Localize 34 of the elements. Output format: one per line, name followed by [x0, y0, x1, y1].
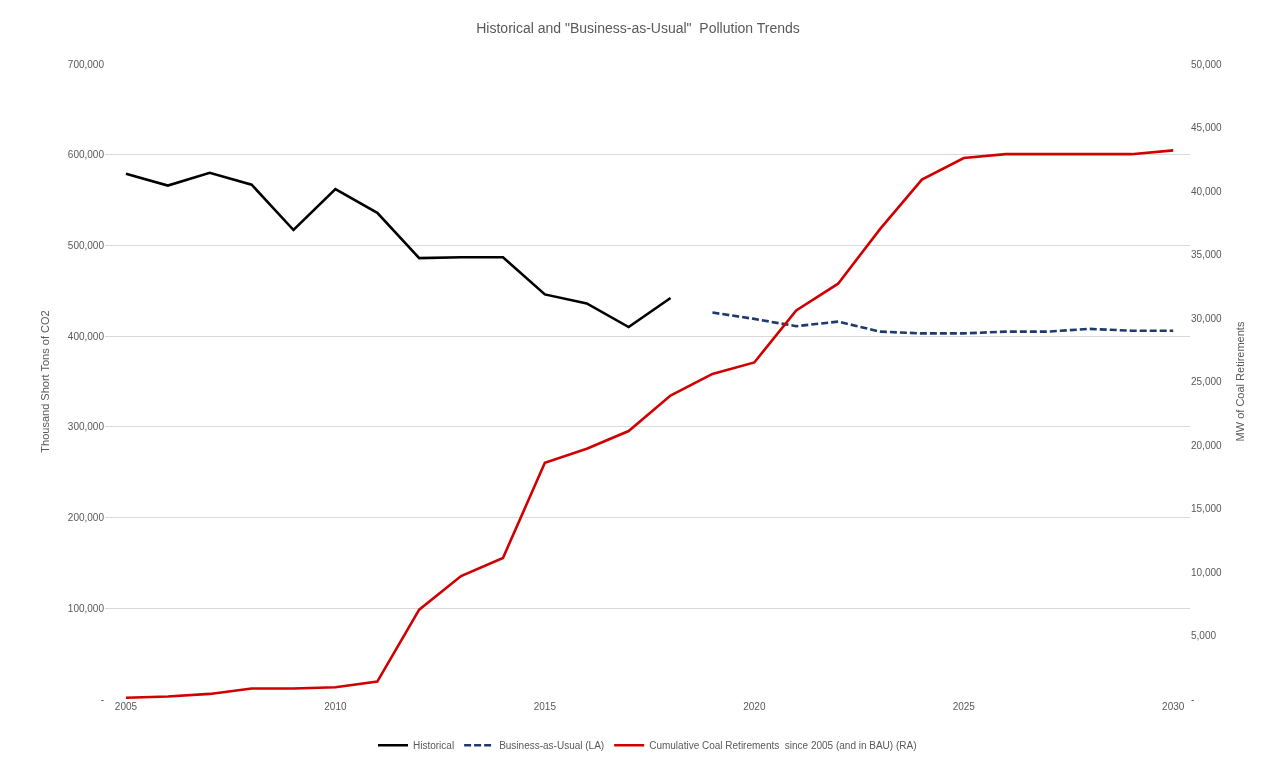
y-tick-label: 300,000	[67, 421, 105, 433]
x-tick-label: 2020	[743, 701, 766, 712]
y2-tick-label: 15,000	[1191, 503, 1223, 514]
y-axis-title: Thousand Short Tons of CO2	[39, 310, 52, 453]
y2-tick-label: 25,000	[1191, 376, 1223, 387]
y-tick-label: 700,000	[67, 58, 105, 70]
y2-axis-title: MW of Coal Retirements	[1234, 321, 1247, 442]
x-tick-label: 2015	[533, 701, 557, 712]
chart-title: Historical and "Business-as-Usual" Pollution Trends	[476, 19, 800, 36]
y2-tick-label: 30,000	[1191, 312, 1223, 324]
y2-tick-label: 40,000	[1191, 185, 1223, 197]
line-series	[124, 149, 1175, 699]
y-tick-label: -	[100, 693, 104, 705]
y2-tick-label: 35,000	[1191, 249, 1223, 260]
y-tick-label: 400,000	[67, 330, 105, 342]
x-tick-label: 2030	[1162, 701, 1185, 712]
y-tick-label: 200,000	[67, 512, 105, 524]
y2-tick-label: 5,000	[1191, 630, 1217, 641]
y-tick-label: 100,000	[67, 602, 105, 614]
line-series	[124, 171, 672, 329]
y2-tick-label: -	[1191, 693, 1195, 705]
y2-tick-label: 45,000	[1191, 122, 1223, 133]
x-tick-label: 2010	[324, 701, 347, 712]
legend-label: Business-as-Usual (LA)	[499, 740, 605, 752]
legend-label: Historical	[413, 740, 455, 752]
legend-label: Cumulative Coal Retirements since 2005 (and in BAU) (RA)	[649, 740, 917, 752]
x-tick-label: 2025	[952, 701, 976, 712]
y2-tick-label: 50,000	[1191, 58, 1223, 70]
x-tick-label: 2005	[114, 701, 138, 712]
y-tick-label: 600,000	[67, 149, 105, 161]
y2-tick-label: 10,000	[1191, 566, 1223, 578]
line-series	[711, 311, 1175, 335]
y2-tick-label: 20,000	[1191, 439, 1223, 451]
y-tick-label: 500,000	[67, 239, 105, 251]
